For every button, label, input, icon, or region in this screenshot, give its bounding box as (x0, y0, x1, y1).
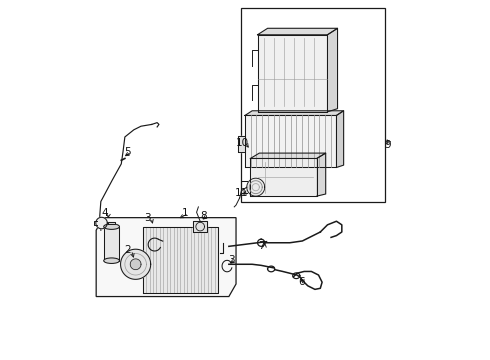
Polygon shape (327, 28, 338, 112)
Polygon shape (130, 259, 141, 270)
Text: 7: 7 (258, 241, 265, 251)
Polygon shape (108, 222, 115, 224)
Polygon shape (96, 217, 107, 229)
Text: 2: 2 (124, 245, 131, 255)
Bar (242, 8, 385, 202)
Text: 5: 5 (124, 147, 131, 157)
Polygon shape (245, 116, 337, 167)
Polygon shape (258, 35, 327, 112)
Text: 11: 11 (235, 188, 248, 198)
Polygon shape (238, 136, 245, 152)
Ellipse shape (104, 258, 120, 264)
Polygon shape (143, 226, 218, 293)
Text: 3: 3 (228, 255, 235, 265)
Polygon shape (245, 111, 343, 116)
Polygon shape (193, 221, 207, 232)
Text: 10: 10 (236, 139, 249, 148)
Polygon shape (247, 178, 265, 196)
Polygon shape (337, 111, 343, 167)
Polygon shape (250, 153, 326, 158)
Bar (104, 226, 120, 261)
Polygon shape (121, 249, 151, 279)
Text: 1: 1 (182, 208, 189, 219)
Ellipse shape (104, 224, 120, 229)
Text: 9: 9 (384, 140, 391, 150)
Text: 3: 3 (144, 213, 151, 222)
Text: 4: 4 (102, 208, 108, 218)
Text: 6: 6 (298, 277, 305, 287)
Polygon shape (258, 28, 338, 35)
Text: 8: 8 (200, 211, 207, 221)
Polygon shape (250, 158, 317, 196)
Polygon shape (96, 218, 236, 297)
Polygon shape (317, 153, 326, 196)
